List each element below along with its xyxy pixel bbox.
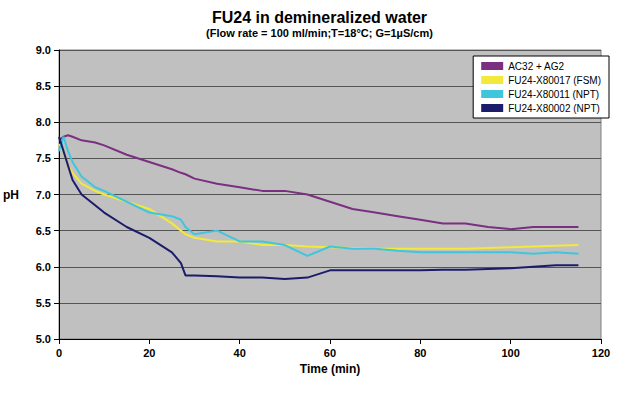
svg-text:pH: pH: [3, 188, 19, 202]
svg-text:7.0: 7.0: [36, 189, 51, 201]
svg-text:(Flow rate = 100 ml/min;T=18°C: (Flow rate = 100 ml/min;T=18°C; G=1µS/cm…: [206, 27, 433, 39]
svg-text:60: 60: [324, 347, 336, 359]
svg-text:80: 80: [414, 347, 426, 359]
svg-text:5.5: 5.5: [36, 297, 51, 309]
svg-text:FU24-X80002 (NPT): FU24-X80002 (NPT): [508, 103, 600, 114]
svg-text:120: 120: [592, 347, 610, 359]
svg-text:7.5: 7.5: [36, 152, 51, 164]
svg-text:FU24-X80011 (NPT): FU24-X80011 (NPT): [508, 89, 599, 100]
svg-text:8.0: 8.0: [36, 116, 51, 128]
svg-text:100: 100: [501, 347, 519, 359]
svg-text:Time (min): Time (min): [300, 362, 360, 376]
svg-text:6.5: 6.5: [36, 225, 51, 237]
svg-text:6.0: 6.0: [36, 261, 51, 273]
svg-text:FU24 in demineralized water: FU24 in demineralized water: [212, 9, 427, 26]
svg-text:5.0: 5.0: [36, 333, 51, 345]
svg-text:9.0: 9.0: [36, 44, 51, 56]
svg-text:40: 40: [234, 347, 246, 359]
svg-text:FU24-X80017 (FSM): FU24-X80017 (FSM): [508, 75, 601, 86]
svg-text:AC32 + AG2: AC32 + AG2: [508, 61, 564, 72]
svg-text:8.5: 8.5: [36, 80, 51, 92]
svg-text:0: 0: [56, 347, 62, 359]
svg-text:20: 20: [143, 347, 155, 359]
